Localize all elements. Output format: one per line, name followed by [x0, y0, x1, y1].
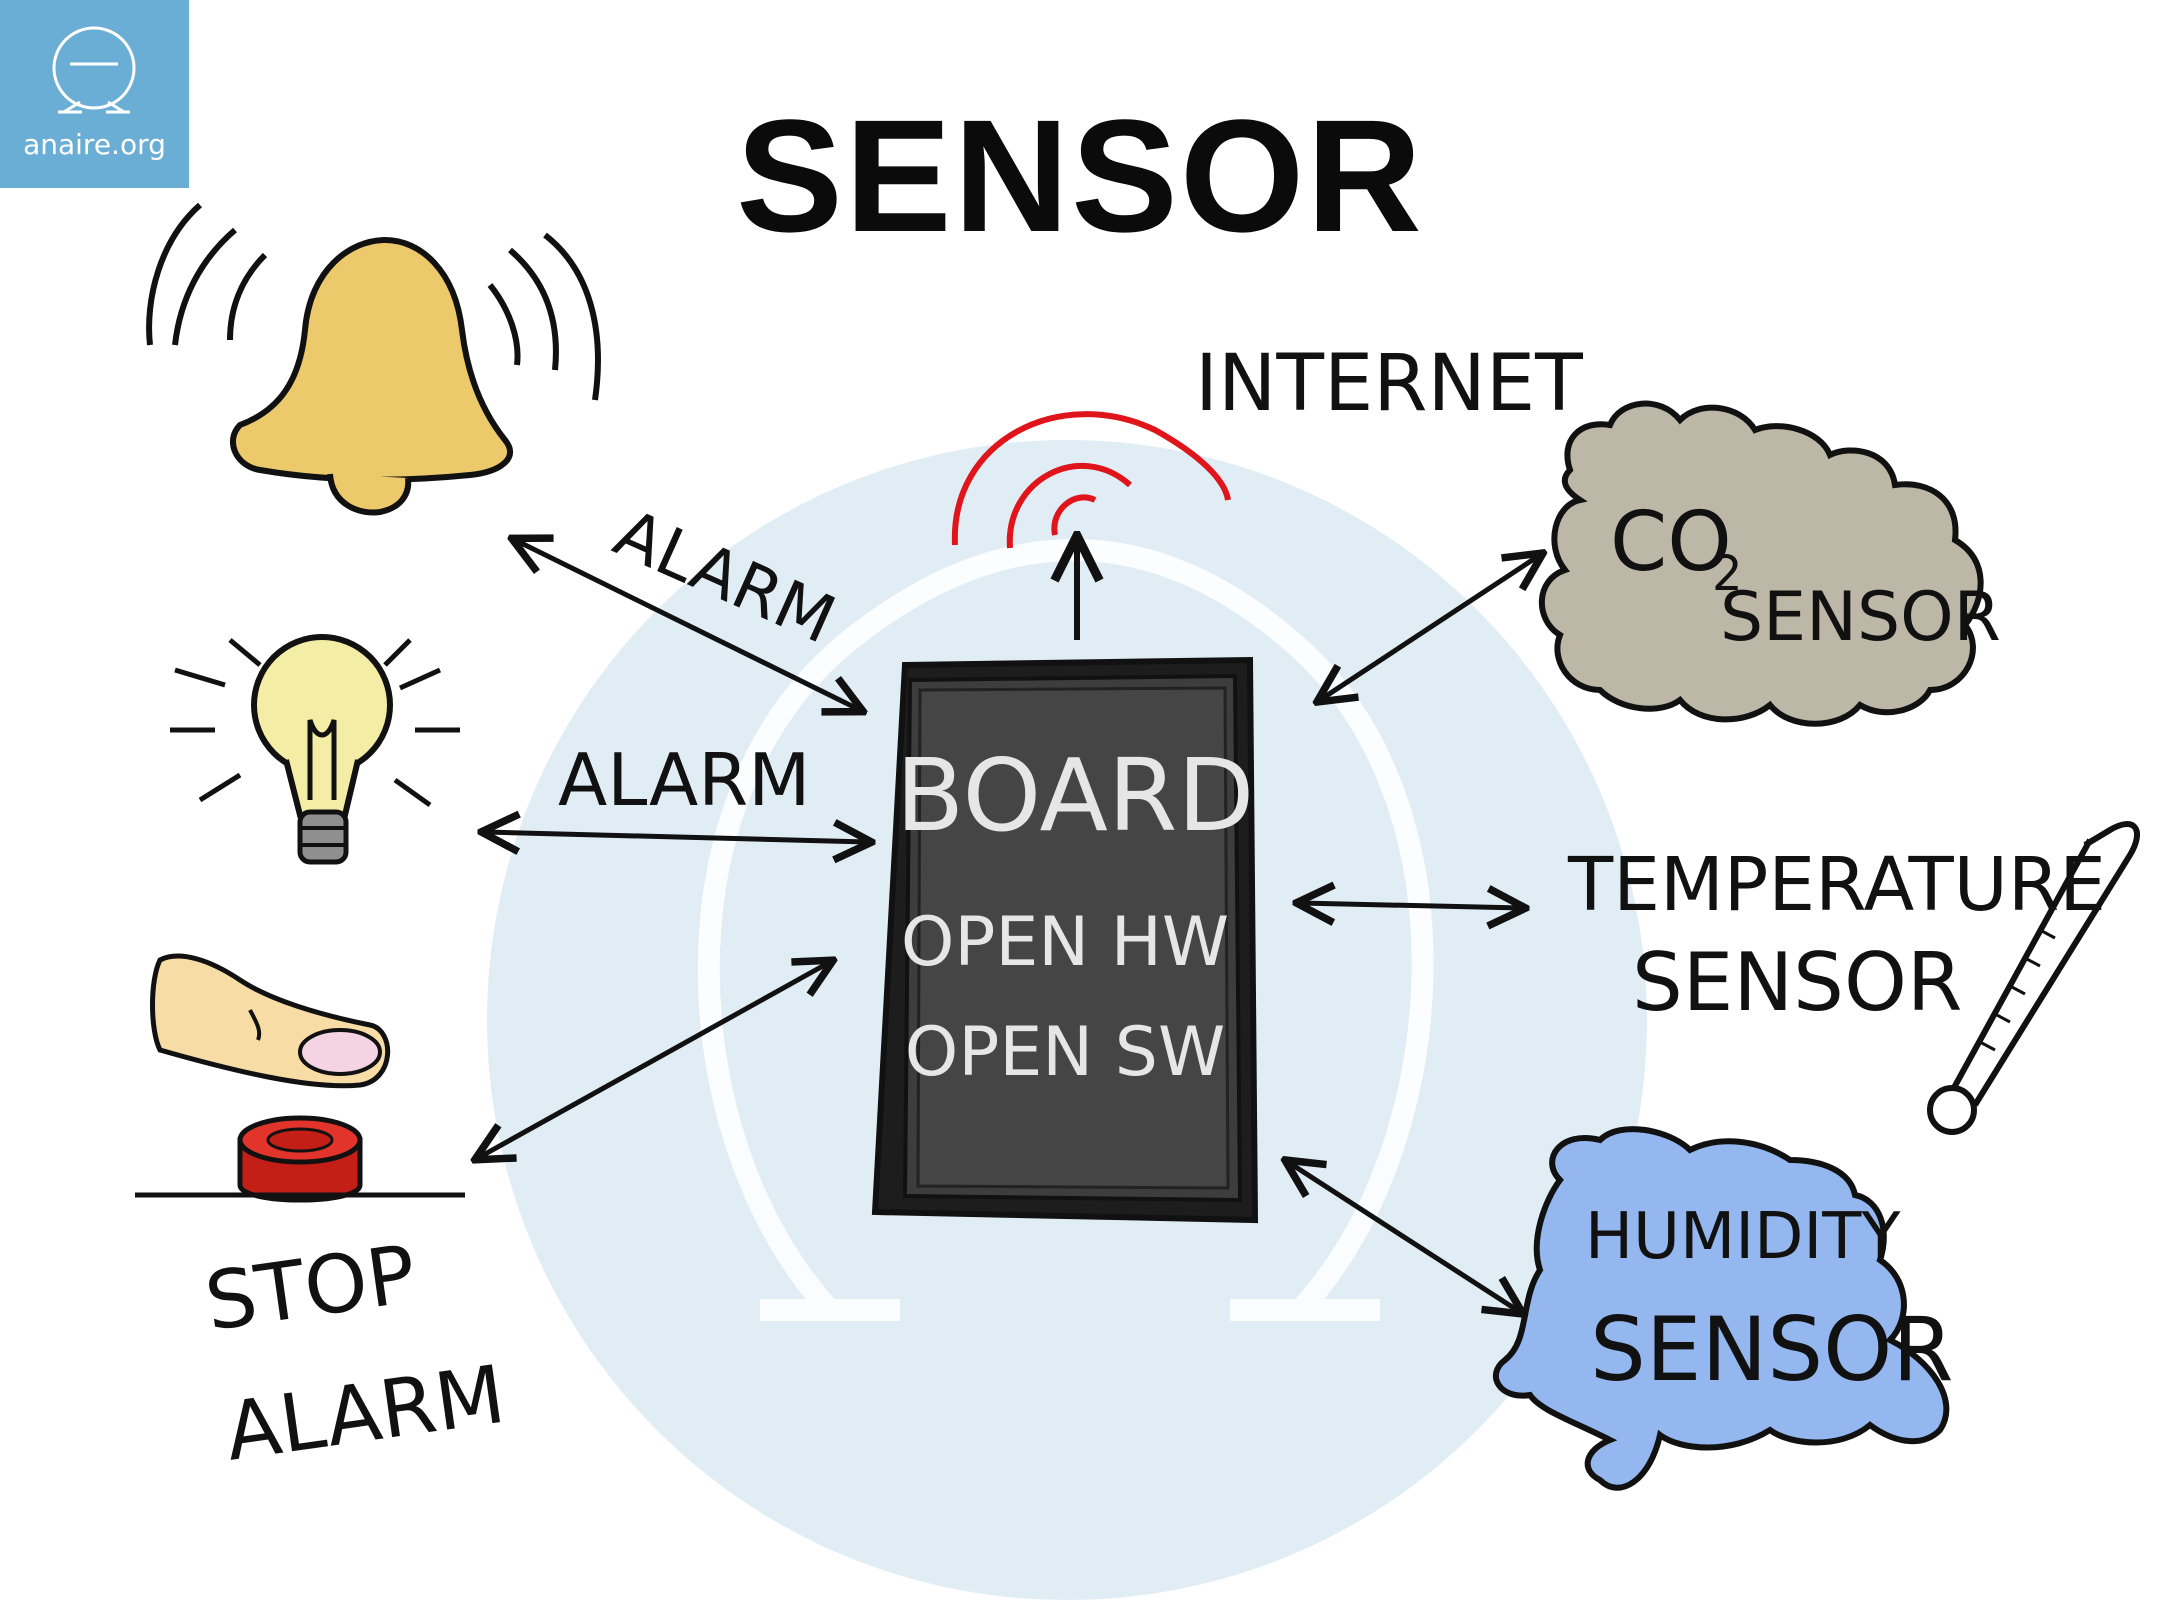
arrow-bulb-board [485, 832, 868, 842]
arrow-board-temperature [1300, 903, 1522, 908]
thermometer-icon [1927, 821, 2141, 1135]
arrow-button-board [478, 962, 830, 1158]
page-title: SENSOR [736, 86, 1424, 265]
co2-sensor-label: SENSOR [1720, 578, 2001, 657]
humidity-puddle-icon [1492, 1126, 1950, 1491]
board-icon [871, 656, 1259, 1224]
board-open-sw-label: OPEN SW [905, 1013, 1225, 1092]
arrow-bell-board [515, 540, 860, 710]
board-title-label: BOARD [896, 737, 1255, 854]
temperature-line1-label: TEMPERATURE [1567, 842, 2106, 928]
internet-label: INTERNET [1195, 339, 1583, 429]
stop-alarm-line1-label: STOP [200, 1227, 422, 1348]
wifi-signal-icon [951, 411, 1231, 549]
arrow-board-co2 [1320, 555, 1540, 700]
logo-badge[interactable]: anaire.org [0, 0, 189, 188]
co2-subscript-label: 2 [1712, 546, 1743, 602]
board-open-hw-label: OPEN HW [901, 903, 1229, 982]
co2-cloud-icon [1538, 400, 1984, 727]
humidity-line1-label: HUMIDITY [1585, 1200, 1901, 1274]
bell-icon [146, 202, 601, 516]
alarm-bulb-label: ALARM [558, 738, 810, 822]
co2-label: CO [1610, 495, 1732, 590]
arrow-board-humidity [1288, 1162, 1520, 1312]
logo-text: anaire.org [23, 128, 166, 161]
omega-logo-icon [52, 26, 136, 114]
stop-alarm-line2-label: ALARM [220, 1348, 511, 1479]
stop-button-icon [135, 1115, 465, 1203]
humidity-line2-label: SENSOR [1590, 1298, 1954, 1401]
temperature-line2-label: SENSOR [1632, 936, 1963, 1029]
light-bulb-icon [170, 634, 460, 865]
finger-icon [150, 953, 391, 1089]
